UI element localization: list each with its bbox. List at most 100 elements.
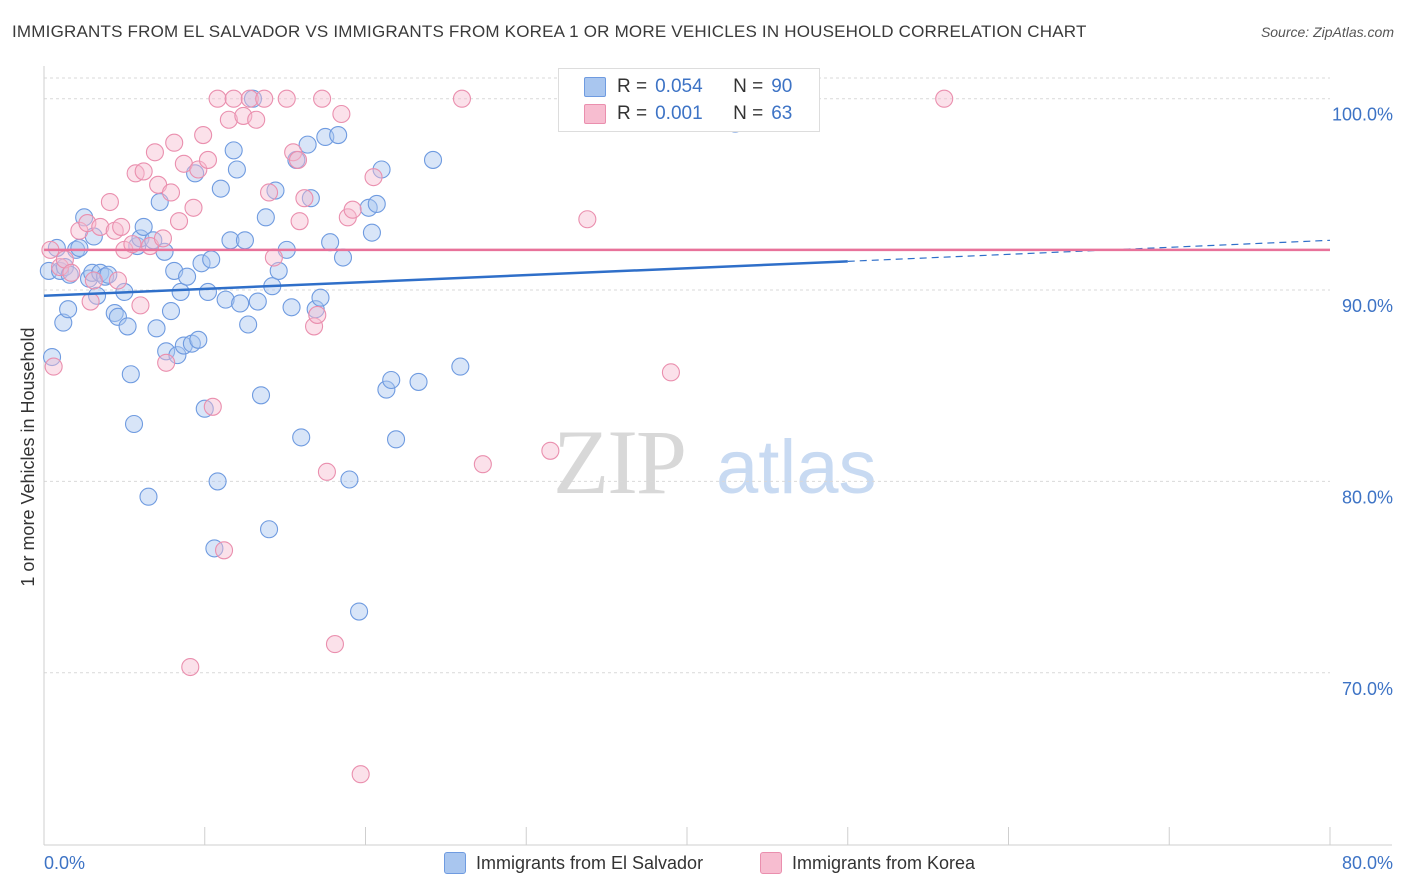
data-point [70,238,89,258]
data-point [145,143,164,162]
data-point [350,602,369,621]
data-point [231,294,250,313]
stats-row-korea: R = 0.001 N = 63 [584,101,793,127]
data-point [208,472,227,491]
data-point [112,217,131,236]
y-axis-label: 1 or more Vehicles in Household [18,327,38,586]
data-point [251,386,271,405]
data-point [81,292,100,311]
data-point [256,208,275,227]
stats-box: R = 0.054 N = 90 R = 0.001 N = 63 [558,68,820,132]
data-point [247,110,266,129]
legend: Immigrants from El Salvador Immigrants f… [0,852,1406,876]
source-label: Source: ZipAtlas.com [1260,24,1394,40]
data-point [259,520,279,539]
data-point [121,365,140,384]
data-point [473,455,492,474]
data-point [123,235,142,254]
data-point [84,271,103,290]
data-point [264,248,283,267]
legend-label-korea: Immigrants from Korea [792,852,976,873]
data-point [240,89,259,108]
data-point [333,248,353,267]
legend-item-korea[interactable]: Immigrants from Korea [760,852,975,874]
data-point [255,89,274,108]
y-tick-label: 80.0% [1342,487,1393,507]
data-point [266,181,285,200]
data-point [935,89,954,108]
data-point [192,254,211,273]
data-point [451,357,470,376]
data-point [343,200,362,219]
trend-line-el-salvador [43,260,848,298]
data-point [362,223,381,242]
data-point [308,305,327,324]
data-point [423,150,443,169]
data-point [661,363,680,382]
data-point [288,150,308,169]
data-point [189,160,208,179]
data-point [59,300,78,319]
data-point [224,89,243,108]
legend-swatch-el-salvador [444,852,466,874]
data-point [165,133,184,152]
data-point [386,430,406,449]
data-point [214,541,234,560]
data-point [91,217,110,236]
data-point [134,217,153,236]
data-point [235,231,254,250]
data-point [259,183,279,202]
data-point [578,210,597,229]
data-point [54,313,73,332]
data-point [202,250,221,269]
data-point [541,441,560,460]
data-point [452,89,472,108]
data-point [169,212,189,231]
data-point [198,282,218,302]
data-point [340,470,359,489]
data-point [409,372,428,391]
stats-r-value: 0.054 [655,76,703,97]
y-tick-label: 70.0% [1342,679,1393,699]
stats-swatch-korea [584,104,606,124]
x-tick-label: 0.0% [44,853,85,873]
data-point [62,263,81,282]
stats-r-value: 0.001 [655,103,703,124]
data-point [208,89,227,108]
data-point [269,261,288,280]
data-point [292,428,311,447]
data-point [157,353,176,372]
data-point [131,296,150,315]
data-point [134,162,153,181]
data-point [181,657,200,677]
legend-swatch-korea [760,852,782,874]
data-point [147,319,166,338]
stats-n-value: 90 [771,76,793,97]
data-point [290,212,309,231]
data-point [382,370,401,390]
data-point [282,298,301,317]
data-point [329,126,348,145]
data-point [203,397,222,416]
stats-swatch-el-salvador [584,77,606,97]
data-point [219,110,238,129]
data-point [224,141,243,160]
data-point [248,292,267,311]
stats-row-el-salvador: R = 0.054 N = 90 [584,74,793,100]
stats-n-value: 63 [771,103,793,124]
data-point [321,233,340,252]
data-point [325,635,345,654]
stats-r-label: R = [617,76,648,97]
data-point [277,89,296,108]
data-point [317,462,336,481]
data-point [42,347,62,367]
stats-n-label: N = [733,103,764,124]
data-point [100,192,119,212]
data-point [227,160,246,179]
data-point [332,104,351,124]
legend-label-el-salvador: Immigrants from El Salvador [476,852,704,873]
data-point [198,150,218,169]
data-point [161,183,181,202]
legend-item-el-salvador[interactable]: Immigrants from El Salvador [444,852,703,874]
